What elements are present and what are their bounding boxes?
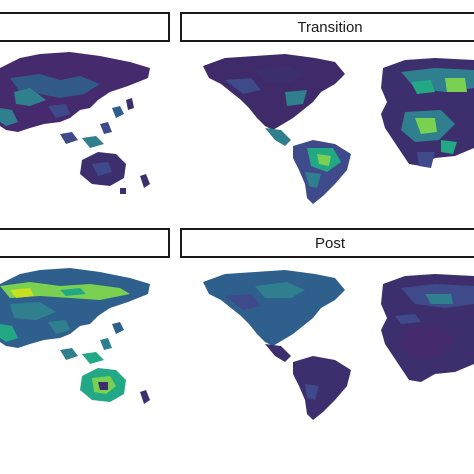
world-map-panel-top-right [203, 54, 474, 204]
world-map-panel-bottom-left [0, 268, 150, 404]
world-map-panel-bottom-right [203, 270, 474, 420]
world-map-panel-top-left [0, 52, 150, 194]
landmass-south-america [293, 356, 351, 420]
strip-label: Post [314, 234, 345, 252]
panel-strip-bottom-right: Post [180, 228, 474, 258]
panel-strip-top-right: Transition [180, 12, 474, 42]
panel-strip-top-left [0, 12, 170, 42]
landmass-north-america [203, 270, 345, 346]
landmass-north-america [203, 54, 345, 130]
panel-strip-bottom-left [0, 228, 170, 258]
strip-label: Transition [297, 18, 363, 36]
